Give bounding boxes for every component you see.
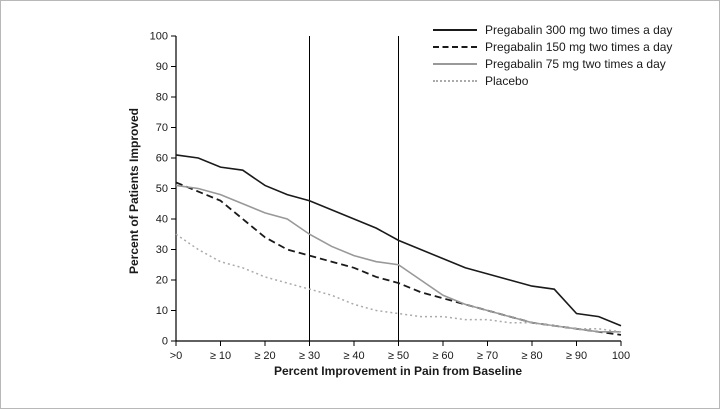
legend-label: Pregabalin 75 mg two times a day <box>485 57 666 71</box>
svg-text:100: 100 <box>150 31 168 43</box>
legend-line-solid-gray-icon <box>433 63 477 65</box>
legend-line-dashed-black-icon <box>433 46 477 48</box>
legend-item-placebo: Placebo <box>433 74 672 88</box>
svg-text:70: 70 <box>156 122 168 134</box>
legend-line-dotted-gray-icon <box>433 80 477 82</box>
legend-label: Pregabalin 150 mg two times a day <box>485 40 673 54</box>
svg-text:≥ 40: ≥ 40 <box>343 350 364 362</box>
legend-label: Pregabalin 300 mg two times a day <box>485 23 673 37</box>
svg-text:>0: >0 <box>170 350 183 362</box>
svg-text:≥ 10: ≥ 10 <box>210 350 231 362</box>
svg-text:50: 50 <box>156 183 168 195</box>
chart-legend: Pregabalin 300 mg two times a day Pregab… <box>433 23 672 88</box>
svg-text:10: 10 <box>156 305 168 317</box>
svg-text:0: 0 <box>162 336 168 348</box>
svg-text:≥ 70: ≥ 70 <box>477 350 498 362</box>
svg-text:≥ 20: ≥ 20 <box>254 350 275 362</box>
svg-text:30: 30 <box>156 244 168 256</box>
svg-text:60: 60 <box>156 153 168 165</box>
x-axis-label: Percent Improvement in Pain from Baselin… <box>274 364 522 378</box>
svg-text:≥ 60: ≥ 60 <box>432 350 453 362</box>
svg-text:≥ 30: ≥ 30 <box>299 350 320 362</box>
chart-plot-group: 0 10 20 30 40 50 60 70 80 90 100 >0 ≥ 10 ≥ 20 ≥ 30 ≥ 40… <box>150 31 631 363</box>
y-axis-label: Percent of Patients Improved <box>127 108 141 274</box>
svg-text:100: 100 <box>612 350 630 362</box>
svg-text:≥ 90: ≥ 90 <box>566 350 587 362</box>
svg-text:≥ 80: ≥ 80 <box>521 350 542 362</box>
legend-item-pregabalin-75: Pregabalin 75 mg two times a day <box>433 57 672 71</box>
svg-text:≥ 50: ≥ 50 <box>388 350 409 362</box>
legend-label: Placebo <box>485 74 529 88</box>
svg-text:40: 40 <box>156 214 168 226</box>
legend-item-pregabalin-300: Pregabalin 300 mg two times a day <box>433 23 672 37</box>
legend-line-solid-black-icon <box>433 29 477 31</box>
legend-item-pregabalin-150: Pregabalin 150 mg two times a day <box>433 40 672 54</box>
svg-text:80: 80 <box>156 92 168 104</box>
svg-text:20: 20 <box>156 275 168 287</box>
svg-text:90: 90 <box>156 61 168 73</box>
